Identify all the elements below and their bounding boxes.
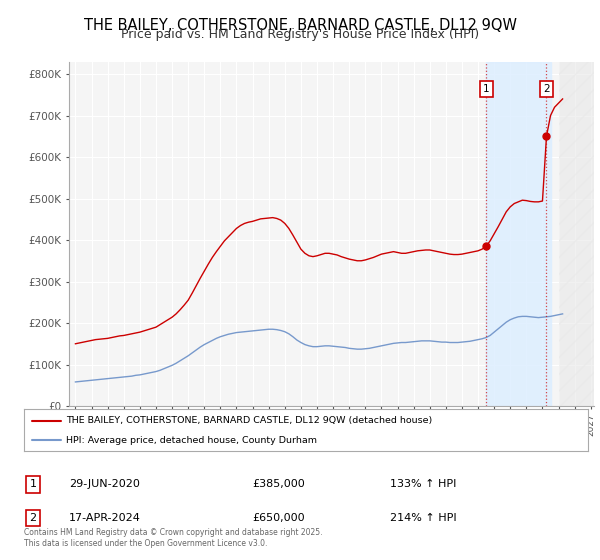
Text: HPI: Average price, detached house, County Durham: HPI: Average price, detached house, Coun…	[66, 436, 317, 445]
Text: 133% ↑ HPI: 133% ↑ HPI	[390, 479, 457, 489]
Text: Price paid vs. HM Land Registry's House Price Index (HPI): Price paid vs. HM Land Registry's House …	[121, 28, 479, 41]
Text: THE BAILEY, COTHERSTONE, BARNARD CASTLE, DL12 9QW (detached house): THE BAILEY, COTHERSTONE, BARNARD CASTLE,…	[66, 416, 433, 425]
Text: £385,000: £385,000	[252, 479, 305, 489]
Text: 17-APR-2024: 17-APR-2024	[69, 513, 141, 523]
Bar	[559, 62, 594, 406]
Text: 214% ↑ HPI: 214% ↑ HPI	[390, 513, 457, 523]
Bar	[486, 62, 551, 406]
Text: 1: 1	[483, 84, 490, 94]
Text: 1: 1	[29, 479, 37, 489]
Text: 2: 2	[29, 513, 37, 523]
Text: £650,000: £650,000	[252, 513, 305, 523]
Text: Contains HM Land Registry data © Crown copyright and database right 2025.
This d: Contains HM Land Registry data © Crown c…	[24, 528, 323, 548]
Text: THE BAILEY, COTHERSTONE, BARNARD CASTLE, DL12 9QW: THE BAILEY, COTHERSTONE, BARNARD CASTLE,…	[83, 18, 517, 33]
Text: 29-JUN-2020: 29-JUN-2020	[69, 479, 140, 489]
Text: 2: 2	[543, 84, 550, 94]
